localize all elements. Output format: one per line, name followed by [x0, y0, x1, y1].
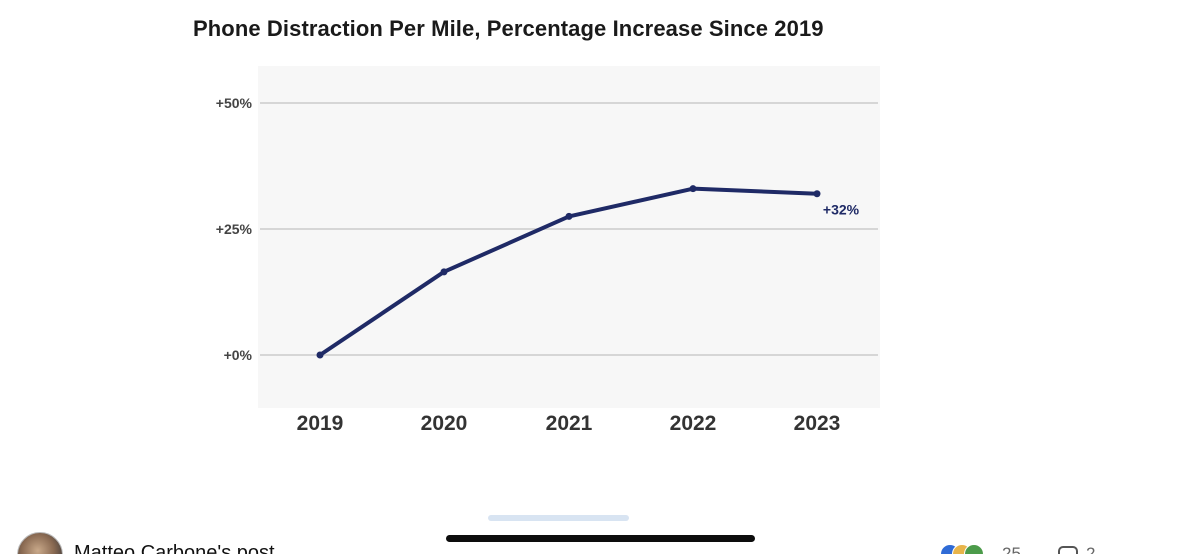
data-point	[813, 190, 821, 198]
data-point	[316, 351, 324, 359]
y-tick-label: +50%	[216, 95, 253, 111]
scroll-indicator[interactable]	[488, 515, 629, 521]
post-author[interactable]: Matteo Carbone's post	[74, 542, 275, 554]
x-tick-label: 2021	[546, 412, 593, 435]
comment-icon[interactable]	[1058, 546, 1078, 554]
data-point	[689, 185, 697, 193]
chart-title: Phone Distraction Per Mile, Percentage I…	[193, 16, 824, 41]
comment-count[interactable]: 2	[1086, 544, 1096, 554]
plot-background	[258, 66, 880, 408]
y-tick-label: +25%	[216, 221, 253, 237]
y-tick-label: +0%	[224, 347, 253, 363]
x-tick-label: 2019	[297, 412, 344, 435]
home-indicator[interactable]	[446, 535, 755, 542]
x-tick-label: 2023	[794, 412, 841, 435]
x-tick-label: 2022	[670, 412, 717, 435]
post-footer: Matteo Carbone's post 25 2	[0, 532, 1200, 554]
author-avatar[interactable]	[17, 532, 63, 554]
reaction-count[interactable]: 25	[1002, 544, 1021, 554]
data-point	[440, 268, 448, 276]
data-point	[565, 212, 573, 220]
data-label: +32%	[823, 202, 860, 218]
line-chart: +50% +25% +0% 2019 2020 2021 2022 2023 +32%	[215, 66, 880, 435]
x-tick-label: 2020	[421, 412, 468, 435]
support-icon	[964, 544, 984, 554]
